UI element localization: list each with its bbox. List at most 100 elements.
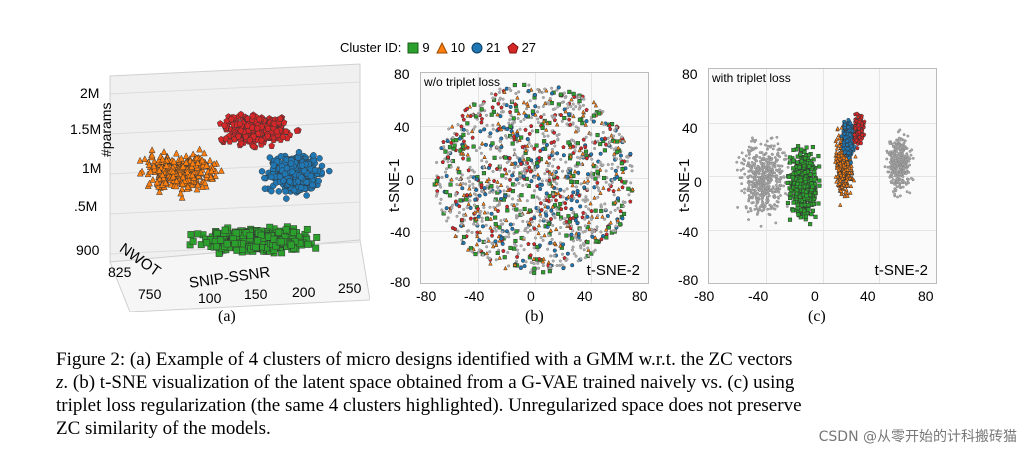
cluster-9-point bbox=[194, 230, 202, 238]
cluster-27-point bbox=[860, 132, 865, 137]
background-point bbox=[752, 184, 756, 188]
cluster-9-point bbox=[788, 191, 793, 196]
cluster-9-point bbox=[532, 270, 537, 275]
cluster-10-point bbox=[182, 158, 190, 166]
x-tick: 40 bbox=[577, 288, 593, 304]
cluster-10-point bbox=[498, 126, 504, 132]
cluster-9-point bbox=[597, 111, 602, 116]
background-point bbox=[770, 144, 773, 148]
cluster-9-point bbox=[803, 156, 808, 161]
background-point bbox=[901, 185, 905, 189]
background-point bbox=[903, 139, 907, 143]
cluster-9-point bbox=[798, 152, 803, 157]
background-point bbox=[528, 99, 532, 103]
cluster-21-point bbox=[476, 214, 481, 219]
background-point bbox=[466, 229, 470, 233]
background-point bbox=[765, 195, 769, 199]
cluster-9-point bbox=[282, 226, 290, 234]
cluster-10-point bbox=[570, 182, 575, 188]
background-point bbox=[886, 151, 890, 155]
cluster-21-point bbox=[556, 85, 561, 90]
background-point bbox=[521, 219, 525, 223]
background-point bbox=[486, 211, 490, 215]
cluster-9-point bbox=[542, 139, 547, 144]
background-point bbox=[736, 205, 740, 209]
cluster-10-point bbox=[844, 183, 849, 188]
background-point bbox=[549, 254, 553, 258]
background-point bbox=[526, 230, 530, 234]
background-point bbox=[753, 166, 757, 170]
cluster-10-point bbox=[583, 122, 588, 127]
background-point bbox=[517, 90, 521, 94]
background-point bbox=[446, 216, 450, 220]
background-point bbox=[574, 254, 578, 258]
cluster-27-point bbox=[493, 92, 498, 97]
background-point bbox=[490, 241, 494, 245]
background-point bbox=[751, 180, 755, 184]
cluster-27-point bbox=[581, 137, 586, 142]
cluster-9-point bbox=[576, 161, 581, 166]
background-point bbox=[765, 198, 769, 202]
cluster-9-point bbox=[434, 178, 439, 183]
cluster-21-point bbox=[503, 193, 508, 199]
background-point bbox=[471, 186, 476, 190]
cluster-9-point bbox=[788, 195, 793, 201]
cluster-10-point bbox=[541, 256, 546, 261]
background-point bbox=[439, 185, 443, 189]
background-point bbox=[760, 209, 764, 213]
background-point bbox=[571, 245, 575, 249]
background-point bbox=[461, 181, 465, 185]
cluster-27-point bbox=[549, 140, 554, 145]
cluster-10-point bbox=[630, 186, 635, 192]
x-tick: 100 bbox=[198, 290, 222, 306]
background-point bbox=[497, 201, 501, 206]
background-point bbox=[748, 149, 752, 153]
cluster-9-point bbox=[794, 188, 799, 193]
background-point bbox=[583, 256, 587, 260]
background-point bbox=[764, 168, 768, 172]
cluster-21-point bbox=[501, 125, 506, 130]
background-point bbox=[570, 248, 574, 252]
caption-text: . (b) t-SNE visualization of the latent … bbox=[63, 372, 795, 393]
background-point bbox=[497, 98, 501, 102]
cluster-10-point bbox=[590, 161, 596, 167]
cluster-10-point bbox=[833, 174, 838, 179]
background-point bbox=[893, 192, 897, 196]
background-point bbox=[535, 110, 540, 114]
cluster-21-point bbox=[474, 177, 479, 182]
background-point bbox=[506, 250, 510, 255]
background-point bbox=[604, 169, 608, 173]
cluster-9-point bbox=[512, 246, 517, 251]
background-point bbox=[584, 197, 588, 201]
cluster-21-point bbox=[267, 173, 275, 181]
cluster-21-point bbox=[266, 154, 274, 161]
cluster-21-point bbox=[571, 190, 576, 195]
cluster-21-point bbox=[561, 242, 566, 247]
background-point bbox=[472, 203, 477, 207]
cluster-10-point bbox=[582, 179, 587, 184]
background-point bbox=[755, 207, 759, 210]
cluster-10-point bbox=[544, 127, 549, 132]
background-point bbox=[895, 174, 899, 178]
background-point bbox=[571, 229, 575, 233]
cluster-21-point bbox=[457, 136, 462, 141]
y-tick: 80 bbox=[394, 66, 410, 82]
cluster-10-point bbox=[469, 128, 475, 134]
cluster-9-point bbox=[574, 180, 579, 185]
cluster-21-point bbox=[480, 224, 485, 229]
background-point bbox=[550, 147, 554, 151]
background-point bbox=[552, 214, 556, 218]
cluster-9-point bbox=[221, 226, 229, 234]
cluster-27-point bbox=[258, 136, 265, 144]
cluster-21-point bbox=[483, 142, 488, 147]
cluster-21-point bbox=[310, 152, 317, 159]
background-point bbox=[890, 173, 894, 176]
cluster-10-point bbox=[193, 154, 201, 162]
cluster-9-point bbox=[806, 207, 811, 212]
background-point bbox=[512, 148, 517, 152]
background-point bbox=[896, 162, 899, 166]
cluster-21-point bbox=[605, 213, 610, 219]
cluster-9-point bbox=[798, 178, 803, 183]
cluster-21-point bbox=[500, 241, 505, 246]
cluster-21-point bbox=[478, 129, 483, 134]
